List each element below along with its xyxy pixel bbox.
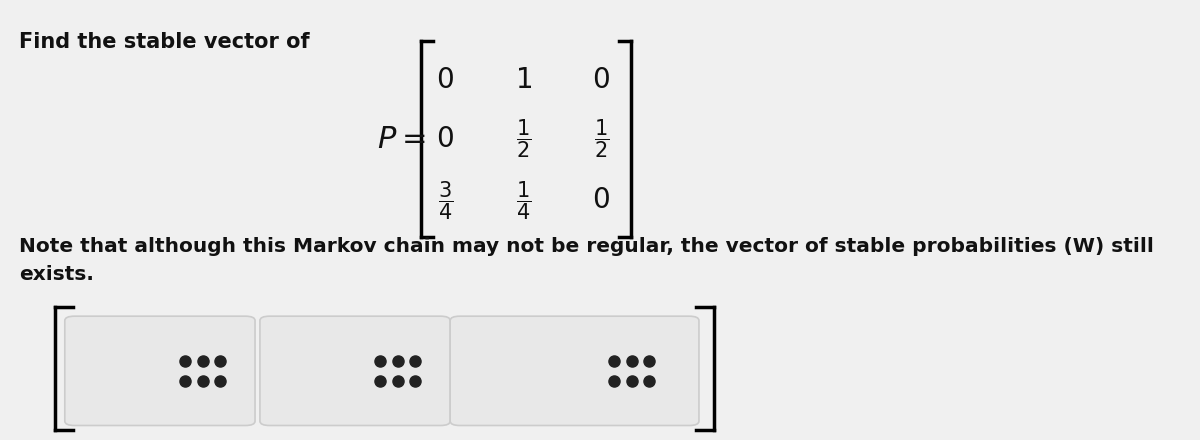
Text: $0$: $0$ (437, 66, 455, 94)
Text: $0$: $0$ (593, 66, 611, 94)
FancyBboxPatch shape (450, 316, 698, 425)
Text: $\dfrac{3}{4}$: $\dfrac{3}{4}$ (438, 179, 452, 222)
Text: $\dfrac{1}{2}$: $\dfrac{1}{2}$ (594, 118, 610, 160)
Text: $0$: $0$ (437, 125, 455, 153)
FancyBboxPatch shape (65, 316, 256, 425)
FancyBboxPatch shape (260, 316, 450, 425)
Text: $0$: $0$ (593, 186, 611, 214)
Text: $\dfrac{1}{4}$: $\dfrac{1}{4}$ (516, 179, 530, 222)
Text: Note that although this Markov chain may not be regular, the vector of stable pr: Note that although this Markov chain may… (19, 238, 1154, 285)
Text: $P=$: $P=$ (377, 125, 426, 154)
Text: Find the stable vector of: Find the stable vector of (19, 32, 310, 52)
Text: $1$: $1$ (515, 66, 532, 94)
Text: $\dfrac{1}{2}$: $\dfrac{1}{2}$ (516, 118, 530, 160)
